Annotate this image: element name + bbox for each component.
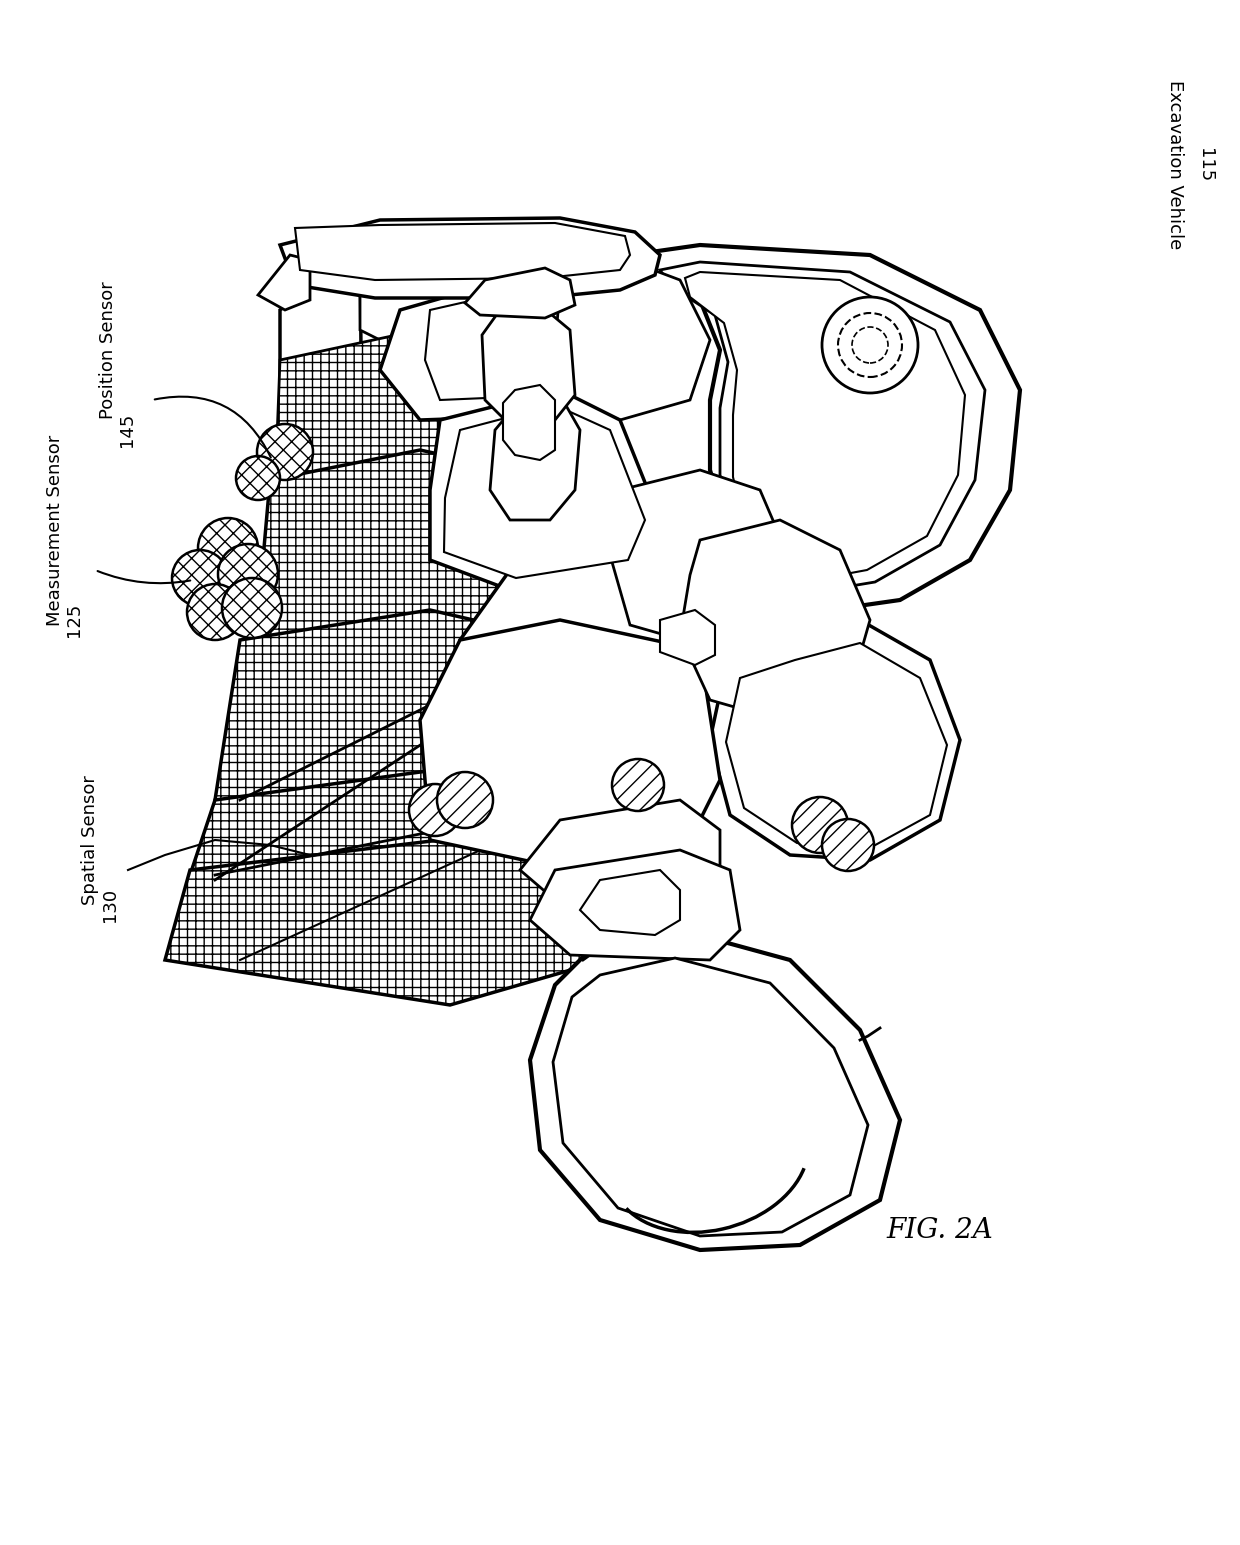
Text: Measurement Sensor: Measurement Sensor [46,434,64,626]
Text: FIG. 2A: FIG. 2A [887,1216,993,1244]
Polygon shape [280,218,660,298]
Polygon shape [460,541,720,740]
Circle shape [792,797,848,853]
Polygon shape [553,958,868,1236]
Circle shape [822,819,874,871]
Polygon shape [465,267,575,318]
Text: Excavation Vehicle: Excavation Vehicle [1166,80,1184,250]
Circle shape [613,759,663,811]
Polygon shape [684,272,965,579]
Polygon shape [680,521,870,720]
Circle shape [218,544,278,604]
Polygon shape [529,850,740,959]
Polygon shape [520,800,720,919]
Text: 125: 125 [64,603,83,637]
Polygon shape [215,610,575,840]
Polygon shape [610,470,790,644]
Polygon shape [275,331,546,510]
Polygon shape [660,263,985,592]
Circle shape [409,783,461,836]
Circle shape [852,328,888,363]
Circle shape [838,314,901,377]
Polygon shape [529,930,900,1250]
Circle shape [187,584,243,640]
Polygon shape [725,643,947,850]
Polygon shape [358,230,565,272]
Polygon shape [190,769,590,919]
Polygon shape [258,255,310,311]
Circle shape [822,297,918,392]
Circle shape [198,518,258,578]
Circle shape [236,456,280,501]
Text: Position Sensor: Position Sensor [99,281,117,419]
Polygon shape [630,246,1021,610]
Polygon shape [430,389,660,590]
Circle shape [222,578,281,638]
Text: 115: 115 [1197,148,1214,182]
Polygon shape [711,620,960,861]
Text: 130: 130 [100,888,119,922]
Polygon shape [255,450,560,680]
Text: 145: 145 [118,413,136,447]
Polygon shape [420,620,720,870]
Polygon shape [280,249,362,501]
Polygon shape [379,270,640,420]
Polygon shape [444,405,645,578]
Polygon shape [165,840,605,1004]
Text: Spatial Sensor: Spatial Sensor [81,776,99,905]
Polygon shape [556,266,711,420]
Polygon shape [295,222,630,280]
Circle shape [436,772,494,828]
Polygon shape [580,870,680,935]
Polygon shape [425,284,615,400]
Circle shape [257,423,312,480]
Polygon shape [660,610,715,664]
Polygon shape [482,304,575,425]
Circle shape [172,550,228,606]
Polygon shape [490,396,580,521]
Polygon shape [503,385,556,460]
Polygon shape [360,230,560,360]
